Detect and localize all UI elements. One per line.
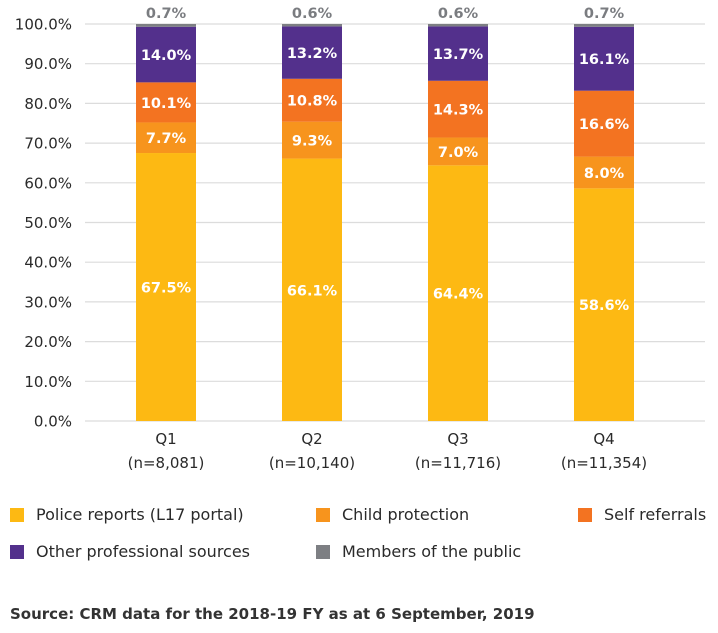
data-label: 64.4%: [433, 287, 484, 303]
bar-segment-child-protection: [428, 137, 488, 166]
data-label: 13.7%: [433, 47, 484, 63]
data-label: 0.7%: [146, 6, 187, 22]
legend-label: Child protection: [342, 505, 470, 524]
bar-segment-police-reports-l17-portal: [574, 188, 634, 421]
bar-segment-other-professional-sources: [428, 26, 488, 81]
legend-item-police-reports: Police reports (L17 portal): [10, 505, 244, 524]
y-tick-label: 100.0%: [15, 16, 72, 34]
data-label: 66.1%: [287, 283, 338, 299]
data-label: 13.2%: [287, 46, 338, 62]
bar-segment-self-referrals: [574, 90, 634, 157]
y-tick-label: 0.0%: [34, 413, 72, 431]
legend-swatch: [10, 507, 24, 522]
bar-segment-other-professional-sources: [136, 26, 196, 83]
data-label: 7.7%: [146, 131, 187, 147]
legend-swatch: [578, 507, 592, 522]
x-category-label: Q1: [155, 430, 176, 448]
bar-segment-members-of-the-public: [428, 24, 488, 27]
data-label: 8.0%: [584, 166, 625, 182]
bar-segment-police-reports-l17-portal: [136, 153, 196, 421]
data-label: 14.0%: [141, 48, 192, 64]
data-label: 10.1%: [141, 96, 192, 112]
stacked-bar-chart: 0.0% 10.0% 20.0% 30.0% 40.0% 50.0% 60.0% 70.0% 8…: [15, 6, 705, 472]
bar-segment-self-referrals: [428, 80, 488, 138]
bar-segment-members-of-the-public: [574, 24, 634, 27]
y-tick-label: 70.0%: [24, 135, 72, 153]
y-axis: 0.0% 10.0% 20.0% 30.0% 40.0% 50.0% 60.0% 70.0% 8…: [15, 16, 72, 431]
data-label: 7.0%: [438, 145, 479, 161]
y-tick-label: 10.0%: [24, 373, 72, 391]
legend-label: Members of the public: [342, 542, 522, 561]
y-tick-label: 60.0%: [24, 174, 72, 192]
legend-label: Police reports (L17 portal): [36, 505, 244, 524]
data-label: 9.3%: [292, 134, 333, 150]
data-label: 16.6%: [579, 117, 630, 133]
x-category-sublabel: (n=10,140): [269, 454, 355, 472]
x-category-label: Q3: [447, 430, 468, 448]
x-category-sublabel: (n=11,354): [561, 454, 647, 472]
y-tick-label: 20.0%: [24, 333, 72, 351]
data-label: 67.5%: [141, 281, 192, 297]
legend-swatch: [10, 544, 24, 559]
legend-swatch: [316, 544, 330, 559]
data-labels: 67.5% 7.7% 10.1% 14.0% 0.7% 66.1% 9.3% 10.8% 13.…: [141, 6, 630, 314]
data-label: 58.6%: [579, 298, 630, 314]
bar-segment-police-reports-l17-portal: [428, 165, 488, 421]
y-tick-label: 90.0%: [24, 55, 72, 73]
legend-label: Other professional sources: [36, 542, 251, 561]
bar-segment-self-referrals: [136, 82, 196, 123]
legend-label: Self referrals: [604, 505, 707, 524]
bar-segment-police-reports-l17-portal: [282, 158, 342, 421]
y-tick-label: 50.0%: [24, 214, 72, 232]
data-label: 0.7%: [584, 6, 625, 22]
x-category-label: Q4: [593, 430, 614, 448]
bar-segment-members-of-the-public: [136, 24, 196, 27]
y-tick-label: 80.0%: [24, 95, 72, 113]
legend-item-members-of-public: Members of the public: [316, 542, 521, 561]
legend-swatch: [316, 507, 330, 522]
bars: [136, 24, 634, 421]
bar-segment-self-referrals: [282, 78, 342, 122]
legend-item-other-professional: Other professional sources: [10, 542, 250, 561]
bar-segment-other-professional-sources: [282, 26, 342, 79]
bar-segment-child-protection: [574, 156, 634, 189]
x-category-sublabel: (n=8,081): [128, 454, 205, 472]
data-label: 0.6%: [438, 6, 479, 22]
bar-segment-other-professional-sources: [574, 26, 634, 91]
legend-item-child-protection: Child protection: [316, 505, 469, 524]
data-label: 0.6%: [292, 6, 333, 22]
x-axis: Q1 (n=8,081) Q2 (n=10,140) Q3 (n=11,716) Q4 (n=…: [128, 430, 648, 472]
bar-segment-members-of-the-public: [282, 24, 342, 27]
legend-item-self-referrals: Self referrals: [578, 505, 706, 524]
bar-segment-child-protection: [136, 122, 196, 154]
x-category-label: Q2: [301, 430, 322, 448]
x-category-sublabel: (n=11,716): [415, 454, 501, 472]
y-tick-label: 30.0%: [24, 293, 72, 311]
bar-segment-child-protection: [282, 121, 342, 159]
source-note: Source: CRM data for the 2018-19 FY as a…: [10, 605, 535, 623]
data-label: 14.3%: [433, 103, 484, 119]
data-label: 16.1%: [579, 52, 630, 68]
y-tick-label: 40.0%: [24, 254, 72, 272]
data-label: 10.8%: [287, 94, 338, 110]
